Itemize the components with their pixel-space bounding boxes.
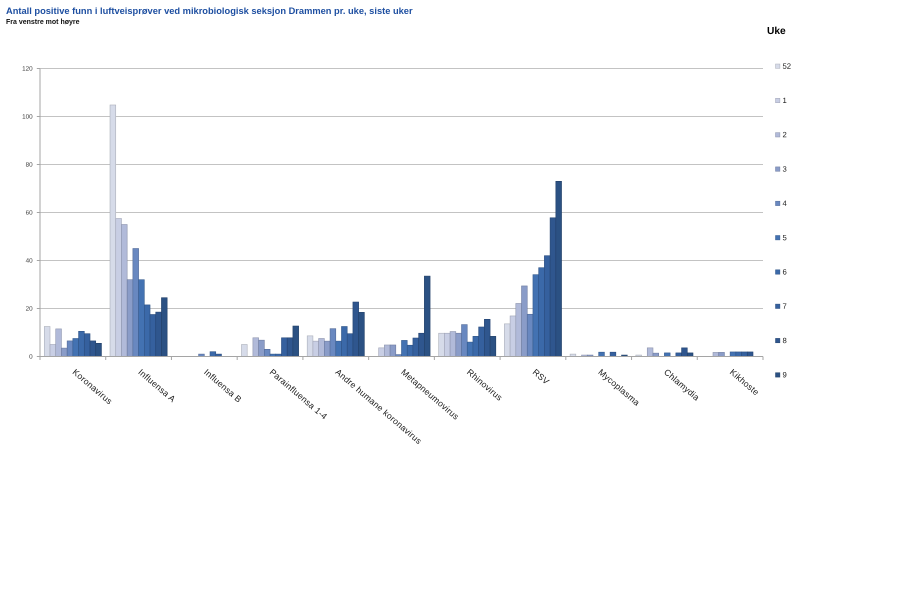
svg-text:2: 2: [782, 130, 786, 139]
svg-text:Kikhoste: Kikhoste: [728, 367, 761, 398]
svg-text:0: 0: [29, 354, 33, 361]
svg-text:7: 7: [782, 302, 786, 311]
svg-text:Influensa B: Influensa B: [202, 367, 244, 405]
svg-text:Mycoplasma: Mycoplasma: [596, 367, 641, 408]
svg-text:3: 3: [782, 165, 786, 174]
svg-text:4: 4: [782, 199, 787, 208]
svg-text:Koronavirus: Koronavirus: [71, 367, 115, 407]
svg-text:40: 40: [26, 258, 34, 265]
svg-text:Metapneumovirus: Metapneumovirus: [399, 367, 461, 422]
svg-text:9: 9: [782, 370, 786, 379]
svg-text:52: 52: [782, 62, 791, 71]
svg-text:100: 100: [22, 114, 33, 121]
svg-text:20: 20: [26, 306, 34, 313]
svg-text:6: 6: [782, 268, 786, 277]
svg-text:RSV: RSV: [531, 367, 552, 387]
svg-text:Influensa A: Influensa A: [136, 367, 177, 404]
svg-text:120: 120: [22, 66, 33, 73]
svg-text:8: 8: [782, 336, 786, 345]
svg-text:1: 1: [782, 96, 786, 105]
svg-text:5: 5: [782, 233, 786, 242]
svg-text:Parainfluensa 1-4: Parainfluensa 1-4: [268, 367, 330, 422]
svg-text:80: 80: [26, 162, 34, 169]
svg-text:Rhinovirus: Rhinovirus: [465, 367, 505, 403]
svg-text:Chlamydia: Chlamydia: [662, 367, 701, 403]
svg-text:Uke: Uke: [767, 26, 786, 37]
svg-text:60: 60: [26, 210, 34, 217]
